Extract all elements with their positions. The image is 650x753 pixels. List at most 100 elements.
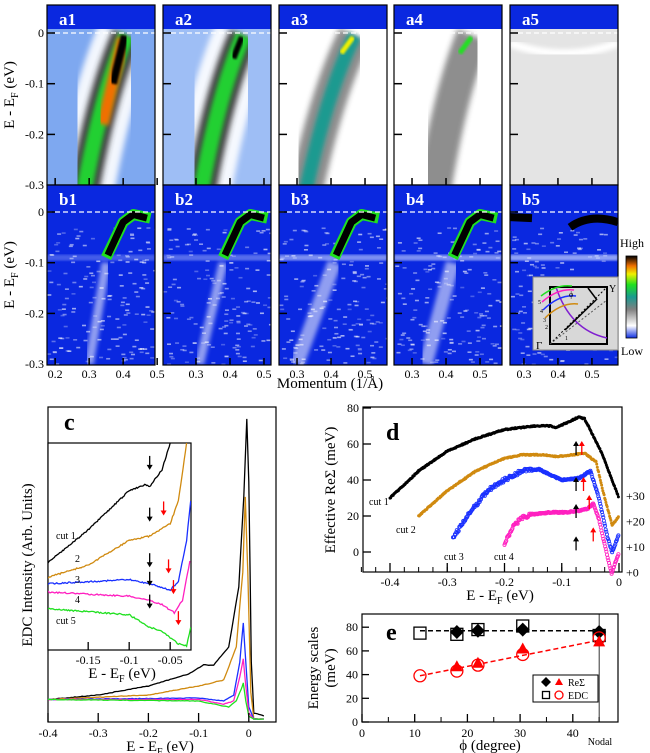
cut-1-line	[564, 299, 597, 331]
x-tick-label: 40	[567, 726, 579, 740]
data-point	[611, 565, 616, 570]
mode-band	[47, 254, 155, 261]
dispersion-tail	[418, 260, 460, 365]
nodal-annotation: Nodal	[588, 737, 613, 748]
arpes-panels: a1 b1 0.2 0.3 0.4 0.5 a2 b2 0.3 0.4 0.5 a3 b3 0.3 0.4 0…	[25, 4, 619, 381]
cut-number-label: 2	[545, 325, 548, 331]
band-core	[299, 32, 362, 185]
x-tick-label: 0.3	[290, 367, 305, 381]
x-label-part: (eV)	[503, 588, 534, 604]
data-point	[597, 470, 601, 474]
edc-curve	[47, 496, 264, 720]
label-strip	[510, 5, 618, 29]
cut-label: 4	[75, 595, 80, 606]
arrow-icon	[175, 620, 182, 626]
circle-marker	[516, 647, 530, 662]
inset-x-tick-label: -0.15	[76, 653, 101, 667]
x-label-part: (eV)	[125, 666, 156, 682]
y-tick-label: 0	[352, 715, 358, 729]
inset-edc-curve	[48, 560, 191, 615]
plot-frame	[361, 613, 619, 723]
diagonal-line	[549, 286, 608, 345]
arrow-icon	[573, 477, 580, 482]
cut-label: 3	[75, 575, 80, 586]
data-point	[614, 557, 619, 562]
momentum-xlabel: Momentum (1/Å)	[277, 376, 383, 392]
band-edge	[417, 29, 489, 185]
panel-label: a1	[59, 10, 76, 29]
arrow-icon	[590, 527, 597, 533]
data-point	[609, 518, 613, 522]
label-strip	[47, 5, 155, 29]
x-axis-label: ϕ (degree)	[459, 738, 521, 753]
inset-x-tick-label: -0.1	[120, 653, 139, 667]
data-point	[602, 493, 606, 497]
data-point	[604, 500, 608, 504]
x-tick-label: 0.2	[48, 367, 63, 381]
y-tick-label: 20	[346, 691, 358, 705]
x-tick-label: -0.3	[89, 726, 108, 740]
data-point	[603, 544, 608, 549]
data-point	[596, 494, 601, 499]
data-point	[603, 547, 608, 552]
diamond-marker	[515, 622, 530, 637]
phi-arrow	[587, 287, 598, 301]
panel-frame	[278, 184, 388, 366]
square-marker	[450, 627, 464, 641]
x-tick-label: -0.1	[189, 726, 208, 740]
x-tick-label: -0.4	[381, 575, 400, 589]
a-row-ylabel: E - EF (eV)	[2, 61, 21, 129]
y-point-label: Y	[609, 284, 616, 295]
inset-edc-curve	[48, 443, 188, 579]
data-point	[598, 475, 602, 479]
x-tick-label: 0	[616, 575, 622, 589]
offset-label: +20	[626, 515, 645, 529]
inset-edc-curve	[48, 500, 191, 592]
data-point	[615, 537, 620, 542]
panel-a4: a4	[393, 4, 503, 186]
gamma-label: Γ	[536, 340, 542, 352]
x-tick-label: 0.3	[516, 367, 531, 381]
inset-x-tick-label: -0.05	[158, 653, 183, 667]
x-tick-label: 20	[461, 726, 473, 740]
band-max	[339, 35, 356, 55]
data-point	[606, 558, 611, 563]
y-tick-label: -0.3	[25, 178, 44, 192]
data-point	[600, 513, 605, 518]
colorbar-low-label: Low	[621, 344, 643, 358]
data-point	[598, 478, 602, 482]
panel-label: b3	[291, 190, 309, 209]
dispersion-tail	[290, 260, 341, 365]
data-point	[616, 515, 620, 519]
arrow-icon	[146, 562, 153, 568]
data-point	[607, 563, 612, 568]
data-point	[599, 481, 603, 485]
panel-label: b5	[522, 190, 540, 209]
label-strip	[47, 185, 155, 209]
diamond-marker	[541, 677, 551, 687]
triangle-marker	[450, 660, 463, 672]
x-label-part: E - E	[466, 588, 497, 604]
arrow-icon	[170, 589, 177, 595]
arrow-icon	[146, 603, 153, 609]
x-tick-label: 0	[246, 726, 252, 740]
data-point	[597, 496, 602, 501]
x-tick-label: 0.4	[222, 367, 237, 381]
y-tick-label: 0	[38, 26, 44, 40]
x-tick-label: 0.5	[584, 367, 599, 381]
label-strip	[394, 5, 502, 29]
phi-label: ϕ	[569, 290, 573, 299]
panel-label: a3	[291, 10, 308, 29]
panel-c-edc: -0.4 -0.3 -0.2 -0.1 0E - EF (eV)EDC Intensit…	[20, 406, 277, 753]
x-label-sub: F	[157, 747, 163, 753]
panel-b1: b1 0.2 0.3 0.4 0.5	[46, 184, 165, 381]
panel-label: b2	[175, 190, 193, 209]
x-tick-label: 0.3	[188, 367, 203, 381]
mode-band	[279, 254, 387, 261]
data-point	[603, 527, 608, 532]
data-point	[616, 533, 621, 538]
data-point	[610, 568, 615, 573]
x-tick-label: 0.3	[82, 367, 97, 381]
cut-label: cut 2	[396, 525, 416, 536]
